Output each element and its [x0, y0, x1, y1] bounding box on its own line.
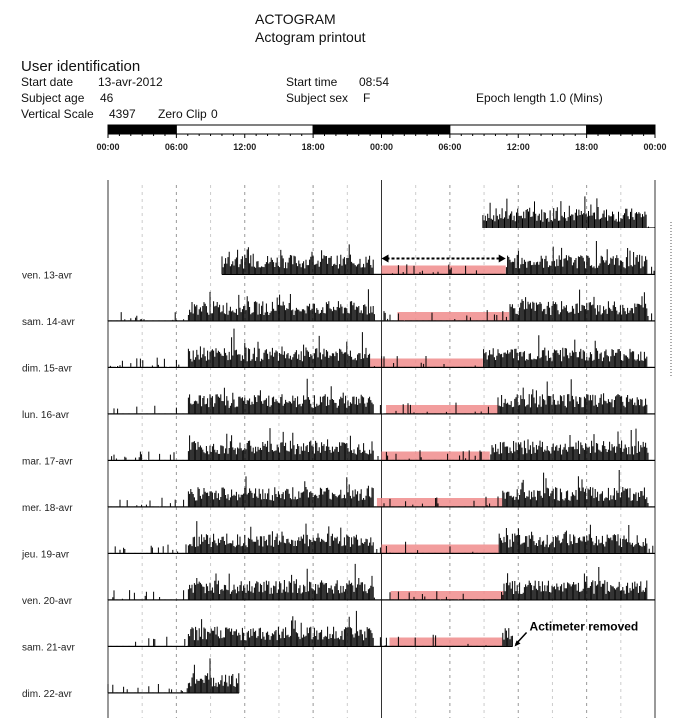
rest-period-bar [397, 312, 510, 321]
light-dark-segment-dark [312, 124, 451, 135]
actogram-row: mar. 17-avr [22, 428, 655, 468]
start-date-value: 13-avr-2012 [98, 75, 163, 89]
actogram-row: dim. 15-avr [22, 328, 655, 375]
annotation-label: Actimeter removed [530, 620, 639, 634]
rest-period-bar [381, 451, 490, 461]
subject-age-label: Subject age [21, 91, 85, 105]
x-tick-label: 06:00 [165, 142, 188, 152]
x-tick-label: 00:00 [643, 142, 666, 152]
actogram-row: ven. 13-avr [22, 241, 655, 282]
zero-clip-value: 0 [211, 107, 218, 121]
annotation-arrow-head-icon [514, 640, 521, 647]
actogram-row: ven. 20-avr [22, 563, 655, 607]
row-date-label: dim. 22-avr [22, 689, 73, 700]
arrow-head-left-icon [381, 254, 389, 263]
row-date-label: sam. 21-avr [22, 643, 75, 654]
actogram-row: sam. 14-avr [22, 289, 655, 328]
rest-period-bar [389, 637, 503, 647]
x-tick-label: 12:00 [233, 142, 256, 152]
vertical-scale-value: 4397 [109, 107, 136, 121]
light-dark-segment-light [175, 124, 314, 135]
start-time-value: 08:54 [359, 75, 390, 89]
light-dark-segment-light [449, 124, 588, 135]
row-date-label: ven. 13-avr [22, 271, 73, 282]
actogram-row: sam. 21-avr [22, 610, 513, 654]
chart-title: ACTOGRAM [255, 11, 336, 27]
x-tick-label: 00:00 [370, 142, 393, 152]
row-date-label: jeu. 19-avr [21, 550, 70, 561]
row-date-label: ven. 20-avr [22, 596, 73, 607]
subject-sex-label: Subject sex [286, 91, 349, 105]
actogram-row: mer. 18-avr [22, 470, 655, 514]
vertical-scale-label: Vertical Scale [21, 107, 94, 121]
subject-age-value: 46 [100, 91, 114, 105]
chart-subtitle: Actogram printout [255, 29, 366, 45]
x-tick-label: 06:00 [438, 142, 461, 152]
rest-period-bar [376, 498, 503, 507]
subject-sex-value: F [363, 91, 371, 105]
light-dark-segment-dark [107, 124, 177, 135]
activity-trace [482, 196, 655, 228]
epoch-length: Epoch length 1.0 (Mins) [476, 91, 603, 105]
row-date-label: lun. 16-avr [22, 410, 70, 421]
arrow-head-right-icon [498, 254, 506, 263]
start-time-label: Start time [286, 75, 338, 89]
actogram-row: jeu. 19-avr [21, 521, 655, 561]
activity-trace [107, 658, 240, 693]
x-tick-label: 18:00 [575, 142, 598, 152]
zero-clip-label: Zero Clip [158, 107, 207, 121]
rest-period-bar [370, 358, 483, 368]
rest-period-bar [381, 265, 506, 275]
actogram-row: dim. 22-avr [22, 658, 240, 700]
rest-period-bar [386, 405, 498, 414]
row-date-label: mar. 17-avr [22, 457, 73, 468]
start-date-label: Start date [21, 75, 74, 89]
section-title: User identification [21, 58, 141, 75]
rest-period-bar [381, 544, 499, 554]
rest-period-bar [390, 591, 504, 600]
actogram-row [482, 196, 655, 228]
x-tick-label: 18:00 [302, 142, 325, 152]
light-dark-segment-dark [586, 124, 656, 135]
x-tick-label: 12:00 [507, 142, 530, 152]
row-date-label: sam. 14-avr [22, 317, 75, 328]
row-date-label: mer. 18-avr [22, 503, 73, 514]
x-tick-label: 00:00 [96, 142, 119, 152]
actogram-row: lun. 16-avr [22, 378, 655, 421]
row-date-label: dim. 15-avr [22, 364, 73, 375]
